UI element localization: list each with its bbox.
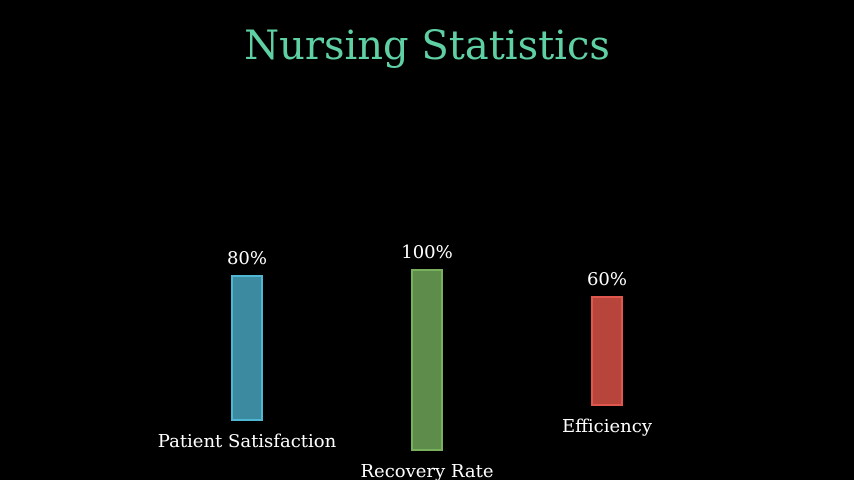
category-label: Efficiency (562, 416, 653, 437)
value-label: 80% (227, 248, 267, 269)
category-label: Recovery Rate (360, 461, 493, 480)
bar-efficiency (591, 296, 623, 406)
category-label: Patient Satisfaction (158, 431, 337, 452)
chart-title: Nursing Statistics (244, 23, 610, 69)
bar-patient-satisfaction (231, 275, 263, 421)
bars-layer: 80% Patient Satisfaction 100% Recovery Rate… (158, 242, 653, 480)
value-label: 100% (401, 242, 452, 263)
value-label: 60% (587, 269, 627, 290)
bar-recovery-rate (411, 269, 443, 451)
